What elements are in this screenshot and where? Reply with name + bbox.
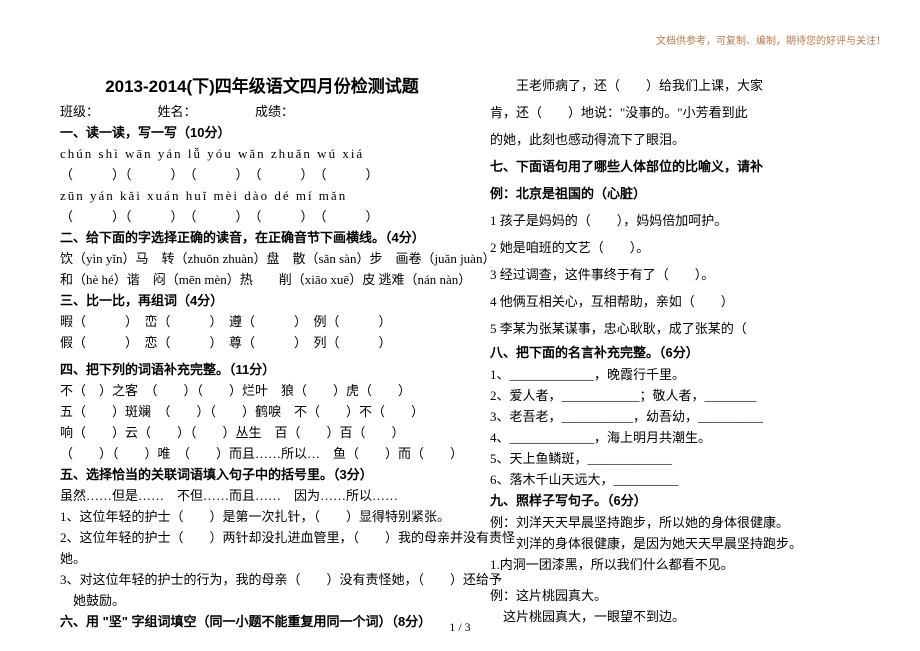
- two-columns: 2013-2014(下)四年级语文四月份检测试题 班级： 姓名： 成绩： 一、读…: [60, 72, 908, 632]
- q8-5: 5、天上鱼鳞斑，_____________: [490, 448, 908, 469]
- sec4-line2: 五（ ）斑斓 （ ）（ ）鹤唳 不（ ）不（ ）: [60, 401, 464, 422]
- sec5-l2: 2、这位年轻的护士（ ）两针却没扎进血管里，（ ）我的母亲并没有责怪: [60, 527, 464, 548]
- q9-ex1: 例：刘洋天天早晨坚持跑步，所以她的身体很健康。: [490, 512, 908, 533]
- sec4-line3: 响（ ）云（ ）（ ）丛生 百（ ）百（ ）: [60, 422, 464, 443]
- section-3-heading: 三、比一比，再组词（4分）: [60, 290, 464, 311]
- r-line2: 肯，还（ ）地说："没事的。"小芳看到此: [490, 99, 908, 126]
- page-number: 1 / 3: [0, 620, 920, 635]
- right-column: 王老师病了，还（ ）给我们上课，大家 肯，还（ ）地说："没事的。"小芳看到此 …: [490, 72, 908, 632]
- class-info-line: 班级： 姓名： 成绩：: [60, 101, 464, 122]
- sec5-l3a: 3、对这位年轻的护士的行为，我的母亲（ ）没有责怪她，（ ）还给予: [60, 569, 464, 590]
- q7-4: 4 他俩互相关心，互相帮助，亲如（ ）: [490, 288, 908, 315]
- q8-1: 1、_____________，晚霞行千里。: [490, 364, 908, 385]
- q9-1: 1.内洞一团漆黑，所以我们什么都看不见。: [490, 554, 908, 575]
- sec5-l1: 1、这位年轻的护士（ ）是第一次扎针，（ ）显得特别紧张。: [60, 506, 464, 527]
- q8-3: 3、老吾老，___________，幼吾幼，__________: [490, 406, 908, 427]
- sec4-line1: 不（ ）之客 （ ）（ ）烂叶 狼（ ）虎（ ）: [60, 380, 464, 401]
- left-column: 2013-2014(下)四年级语文四月份检测试题 班级： 姓名： 成绩： 一、读…: [60, 72, 464, 632]
- blank-row-1: （ ）（ ） （ ） （ ） （ ）: [60, 164, 464, 185]
- blank-row-2: （ ）（ ） （ ） （ ） （ ）: [60, 206, 464, 227]
- section-1-heading: 一、读一读，写一写（10分）: [60, 122, 464, 143]
- page-title: 2013-2014(下)四年级语文四月份检测试题: [60, 72, 464, 97]
- q7-2: 2 她是咱班的文艺（ ）。: [490, 234, 908, 261]
- sec5-lead: 虽然……但是…… 不但……而且…… 因为……所以……: [60, 485, 464, 506]
- q7-5: 5 李某为张某谋事，忠心耿耿，成了张某的（: [490, 315, 908, 342]
- pinyin-row-1: chún shì wān yán lǚ yóu wǎn zhuǎn wú xiá: [60, 143, 464, 164]
- sec5-l3b: 她鼓励。: [60, 590, 464, 611]
- r-line1: 王老师病了，还（ ）给我们上课，大家: [490, 72, 908, 99]
- sec3-line1: 暇（ ） 峦（ ） 遵（ ） 例（ ）: [60, 311, 464, 332]
- q9-ex3: 例：这片桃园真大。: [490, 585, 908, 606]
- r-line3: 的她，此刻也感动得流下了眼泪。: [490, 126, 908, 153]
- q9-ex2: 刘洋的身体很健康，是因为她天天早晨坚持跑步。: [490, 533, 908, 554]
- q8-4: 4、_____________，海上明月共潮生。: [490, 427, 908, 448]
- sec5-l2b: 她。: [60, 548, 464, 569]
- section-8-heading: 八、把下面的名言补充完整。（6分）: [490, 342, 908, 364]
- section-7-heading: 七、下面语句用了哪些人体部位的比喻义，请补: [490, 153, 908, 180]
- section-9-heading: 九、照样子写句子。（6分）: [490, 490, 908, 512]
- pinyin-row-2: zūn yán kǎi xuán huǐ mèi dào dé mí mǎn: [60, 185, 464, 206]
- section-2-heading: 二、给下面的字选择正确的读音，在正确音节下画横线。（4分）: [60, 227, 464, 248]
- section-7-example: 例：北京是祖国的（心脏）: [490, 180, 908, 207]
- header-note: 文档供参考，可复制、编制，期待您的好评与关注！: [656, 32, 886, 47]
- sec3-line2: 假（ ） 恋（ ） 尊（ ） 列（ ）: [60, 332, 464, 353]
- q7-1: 1 孩子是妈妈的（ ），妈妈倍加呵护。: [490, 207, 908, 234]
- sec2-line2: 和（hè hé）谐 闷（mēn mèn）热 削（xiāo xuē）皮 逃难（ná…: [60, 269, 464, 290]
- q7-3: 3 经过调查，这件事终于有了（ ）。: [490, 261, 908, 288]
- q8-6: 6、落木千山天远大，__________: [490, 469, 908, 490]
- section-5-heading: 五、选择恰当的关联词语填入句子中的括号里。（3分）: [60, 464, 464, 485]
- sec2-line1: 饮（yìn yǐn）马 转（zhuǒn zhuàn）盘 散（sǎn sàn）步 …: [60, 248, 464, 269]
- q8-2: 2、爱人者，____________；敬人者，________: [490, 385, 908, 406]
- section-4-heading: 四、把下列的词语补充完整。（11分）: [60, 359, 464, 380]
- sec4-line4: （ ）（ ）唯 （ ）而且……所以… 鱼（ ）而（ ）: [60, 443, 464, 464]
